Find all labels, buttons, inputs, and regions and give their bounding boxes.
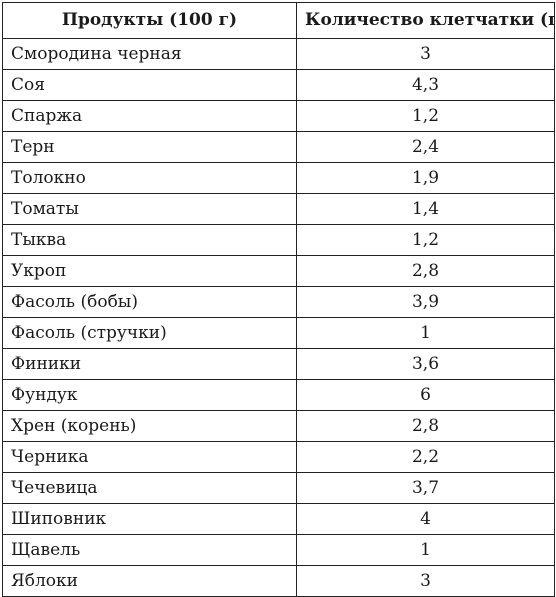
table-row: Тыква 1,2 bbox=[2, 224, 555, 256]
product-name-cell: Чечевица bbox=[2, 472, 297, 504]
table-row: Спаржа 1,2 bbox=[2, 100, 555, 132]
table-row: Толокно 1,9 bbox=[2, 162, 555, 194]
product-name-cell: Черника bbox=[2, 441, 297, 473]
fiber-amount-cell: 2,4 bbox=[296, 131, 555, 163]
header-product: Продукты (100 г) bbox=[2, 2, 297, 39]
table-row: Черника 2,2 bbox=[2, 441, 555, 473]
product-name-cell: Шиповник bbox=[2, 503, 297, 535]
fiber-amount-cell: 1,9 bbox=[296, 162, 555, 194]
product-name-cell: Тыква bbox=[2, 224, 297, 256]
fiber-amount-cell: 1,4 bbox=[296, 193, 555, 225]
product-name-cell: Фундук bbox=[2, 379, 297, 411]
product-name-cell: Яблоки bbox=[2, 565, 297, 597]
fiber-amount-cell: 6 bbox=[296, 379, 555, 411]
fiber-amount-cell: 2,8 bbox=[296, 410, 555, 442]
table-row: Хрен (корень) 2,8 bbox=[2, 410, 555, 442]
product-name-cell: Фасоль (стручки) bbox=[2, 317, 297, 349]
table-row: Смородина черная 3 bbox=[2, 38, 555, 70]
fiber-amount-cell: 3,6 bbox=[296, 348, 555, 380]
fiber-amount-cell: 2,2 bbox=[296, 441, 555, 473]
table-row: Фундук 6 bbox=[2, 379, 555, 411]
table-row: Фасоль (бобы) 3,9 bbox=[2, 286, 555, 318]
table-row: Щавель 1 bbox=[2, 534, 555, 566]
product-name-cell: Соя bbox=[2, 69, 297, 101]
table-row: Терн 2,4 bbox=[2, 131, 555, 163]
fiber-amount-cell: 1 bbox=[296, 317, 555, 349]
table-row: Фасоль (стручки) 1 bbox=[2, 317, 555, 349]
fiber-amount-cell: 3 bbox=[296, 38, 555, 70]
product-name-cell: Спаржа bbox=[2, 100, 297, 132]
header-fiber-amount: Количество клетчатки (г) bbox=[296, 2, 555, 39]
product-name-cell: Томаты bbox=[2, 193, 297, 225]
product-name-cell: Толокно bbox=[2, 162, 297, 194]
product-name-cell: Щавель bbox=[2, 534, 297, 566]
product-name-cell: Укроп bbox=[2, 255, 297, 287]
table-body: Смородина черная 3 Соя 4,3 Спаржа 1,2 Терн 2,4 Т… bbox=[2, 38, 555, 597]
fiber-amount-cell: 4,3 bbox=[296, 69, 555, 101]
table-row: Соя 4,3 bbox=[2, 69, 555, 101]
product-name-cell: Хрен (корень) bbox=[2, 410, 297, 442]
fiber-amount-cell: 1,2 bbox=[296, 100, 555, 132]
table-row: Финики 3,6 bbox=[2, 348, 555, 380]
header-row: Продукты (100 г) Количество клетчатки (г… bbox=[2, 2, 555, 39]
table-row: Шиповник 4 bbox=[2, 503, 555, 535]
fiber-amount-cell: 3,7 bbox=[296, 472, 555, 504]
table-row: Укроп 2,8 bbox=[2, 255, 555, 287]
table-row: Томаты 1,4 bbox=[2, 193, 555, 225]
table-row: Чечевица 3,7 bbox=[2, 472, 555, 504]
product-name-cell: Финики bbox=[2, 348, 297, 380]
product-name-cell: Смородина черная bbox=[2, 38, 297, 70]
fiber-amount-cell: 2,8 bbox=[296, 255, 555, 287]
fiber-amount-cell: 1 bbox=[296, 534, 555, 566]
table-header: Продукты (100 г) Количество клетчатки (г… bbox=[2, 2, 555, 39]
product-name-cell: Терн bbox=[2, 131, 297, 163]
fiber-amount-cell: 1,2 bbox=[296, 224, 555, 256]
fiber-amount-cell: 3,9 bbox=[296, 286, 555, 318]
product-name-cell: Фасоль (бобы) bbox=[2, 286, 297, 318]
fiber-amount-cell: 4 bbox=[296, 503, 555, 535]
fiber-amount-cell: 3 bbox=[296, 565, 555, 597]
table-row: Яблоки 3 bbox=[2, 565, 555, 597]
